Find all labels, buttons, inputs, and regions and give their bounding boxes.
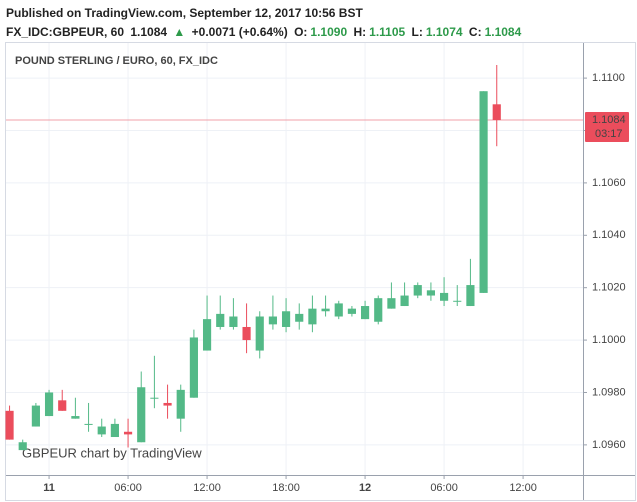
- candle-body: [58, 400, 67, 411]
- candle-body: [334, 303, 343, 317]
- o-label: O:: [294, 25, 308, 39]
- candle-body: [176, 389, 185, 419]
- candle-body: [492, 104, 501, 121]
- candle-body: [202, 319, 212, 351]
- price-tag: [585, 112, 629, 143]
- change: +0.0071 (+0.64%): [191, 25, 288, 39]
- candle-body: [31, 405, 40, 427]
- last: 1.1084: [130, 25, 168, 39]
- candle-body: [308, 308, 317, 325]
- x-tick-label: 12: [359, 482, 371, 494]
- watermark: GBPEUR chart by TradingView: [22, 445, 202, 460]
- candle-body: [150, 397, 159, 399]
- x-tick-label: 12:00: [509, 482, 537, 494]
- o: 1.1090: [310, 25, 348, 39]
- candle-body: [110, 423, 119, 438]
- x-tick-label: 06:00: [430, 482, 458, 494]
- published: Published on TradingView.com, September …: [6, 6, 363, 20]
- candle-body: [374, 298, 383, 322]
- y-tick-label: 1.1100: [592, 72, 625, 84]
- y-tick-label: 1.0960: [592, 439, 626, 451]
- candle-body: [479, 91, 488, 293]
- candle-body: [216, 313, 225, 327]
- x-tick-label: 06:00: [114, 482, 142, 494]
- candle-body: [413, 285, 422, 296]
- candle-body: [400, 295, 409, 307]
- candle-body: [466, 285, 475, 307]
- countdown: 03:17: [595, 128, 623, 140]
- y-tick-label: 1.0980: [592, 386, 626, 398]
- candle-body: [5, 410, 14, 440]
- h: 1.1105: [369, 25, 406, 39]
- chart-title: POUND STERLING / EURO, 60, FX_IDC: [15, 55, 218, 67]
- candle-body: [123, 431, 133, 435]
- candle-body: [189, 337, 198, 398]
- candle-body: [18, 442, 27, 451]
- c: 1.1084: [484, 25, 522, 39]
- c-label: C:: [468, 25, 482, 39]
- candle-body: [84, 423, 93, 425]
- candle-body: [426, 290, 435, 296]
- symbol: FX_IDC:GBPEUR, 60: [6, 25, 125, 39]
- l: 1.1074: [425, 25, 463, 39]
- candle-body: [44, 392, 54, 417]
- candle-body: [163, 402, 172, 406]
- header: Published on TradingView.com, September …: [6, 4, 524, 42]
- frame: [5, 42, 636, 501]
- candle-body: [229, 316, 238, 327]
- candle-body: [387, 298, 396, 309]
- y-tick-label: 1.1060: [592, 177, 626, 189]
- candle-body: [242, 326, 251, 341]
- quote-line: FX_IDC:GBPEUR, 60 1.1084 ▲ +0.0071 (+0.6…: [6, 23, 524, 42]
- y-tick-label: 1.1000: [592, 334, 626, 346]
- y-tick-label: 1.1040: [592, 229, 626, 241]
- candle-body: [137, 387, 146, 443]
- l-label: L:: [411, 25, 423, 39]
- candle-body: [347, 308, 356, 314]
- candle-body: [321, 308, 330, 312]
- candle-body: [453, 300, 462, 302]
- x-tick-label: 11: [43, 482, 55, 494]
- x-tick-label: 12:00: [193, 482, 221, 494]
- candle-body: [71, 416, 80, 419]
- h-label: H:: [353, 25, 367, 39]
- arrow: ▲: [173, 25, 186, 39]
- candle-body: [97, 426, 106, 435]
- candle-body: [440, 292, 449, 301]
- candle-body: [360, 306, 370, 320]
- candle-body: [295, 313, 304, 322]
- candle-body: [255, 316, 264, 351]
- x-tick-label: 18:00: [272, 482, 300, 494]
- y-tick-label: 1.1020: [592, 282, 626, 294]
- price-tag-label: 1.1084: [592, 114, 626, 126]
- candle-body: [281, 311, 291, 327]
- candle-body: [268, 316, 277, 325]
